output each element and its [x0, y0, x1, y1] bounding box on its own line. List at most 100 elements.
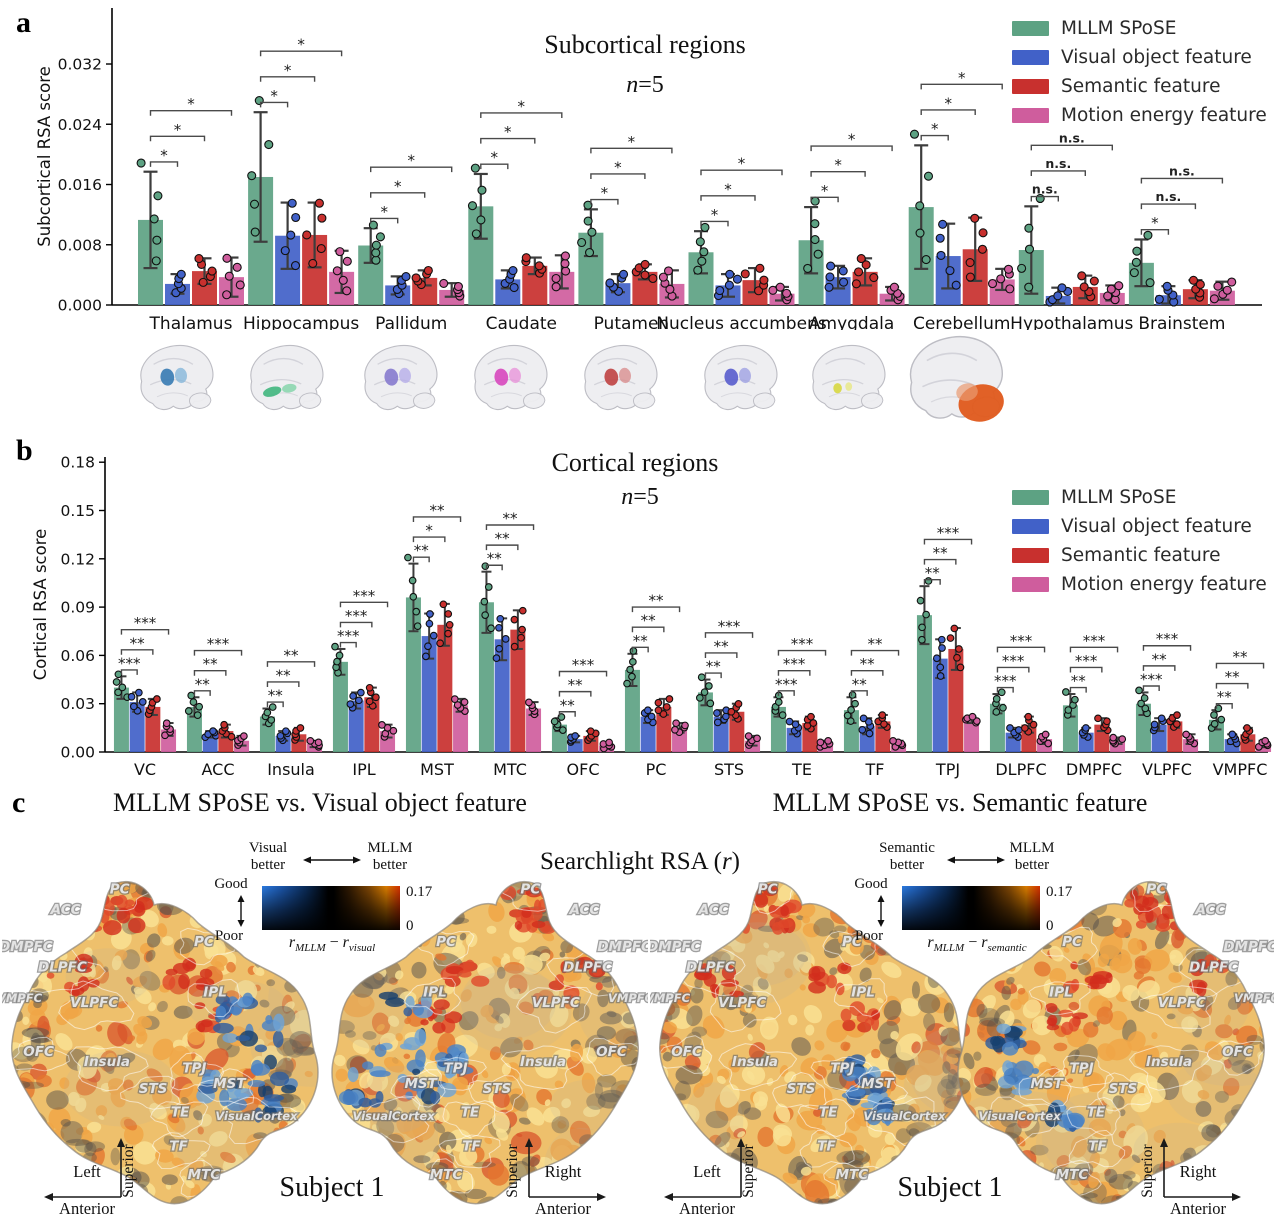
data-point [484, 583, 493, 591]
region-label-vmpfc: VMPFC [650, 991, 691, 1005]
data-point [854, 267, 864, 277]
region-label-mtc: MTC [1056, 1167, 1089, 1183]
highlighted-region [263, 386, 282, 397]
data-point [518, 625, 526, 634]
data-point [571, 732, 580, 740]
y-tick-label: 0.016 [58, 176, 102, 194]
data-point [647, 712, 656, 721]
region-label-dmpfc: DMPFC [1223, 939, 1274, 955]
orientation-axes-left: Superior Left Anterior [44, 1138, 137, 1218]
data-point [371, 255, 381, 265]
region-outline [772, 1071, 827, 1110]
bar [729, 711, 745, 752]
data-point [978, 228, 988, 238]
significance-bracket [1140, 203, 1197, 210]
data-point [1041, 730, 1050, 739]
data-point [501, 635, 510, 643]
region-outline [810, 1056, 874, 1092]
colorbar-gradient [902, 886, 1040, 930]
significance-bracket [590, 147, 673, 154]
legend-swatch-motion [1012, 107, 1049, 123]
region-outline [390, 1069, 446, 1108]
significance-bracket [1142, 645, 1192, 651]
significance-bracket [1030, 170, 1086, 176]
data-point [935, 233, 945, 243]
data-point [1003, 264, 1014, 274]
highlighted-region [724, 368, 739, 386]
x-category-label: Cerebellum [913, 314, 1010, 330]
x-category-label: Hippocampus [243, 314, 359, 330]
x-category-label: VLPFC [1142, 760, 1192, 779]
significance-label: *** [1002, 652, 1025, 670]
data-point [286, 230, 296, 240]
data-point [411, 273, 421, 283]
data-point [378, 721, 386, 729]
data-point [450, 695, 459, 703]
significance-bracket [777, 690, 795, 696]
significance-bracket [1140, 228, 1170, 235]
data-point [659, 710, 668, 718]
data-point [700, 222, 710, 232]
significance-bracket [480, 112, 563, 118]
legend-label: Semantic feature [1061, 544, 1221, 566]
colorbar-formula: rMLLM − rsemantic [927, 934, 1027, 955]
significance-label: ** [268, 687, 284, 705]
x-category-label: IPL [352, 760, 375, 779]
region-label-ofc: OFC [671, 1044, 702, 1060]
data-point [654, 698, 663, 707]
bar [332, 661, 348, 752]
bar [932, 658, 948, 752]
region-label-tf: TF [1088, 1138, 1107, 1154]
significance-label: *** [1010, 632, 1033, 650]
data-point [713, 709, 721, 717]
data-point [412, 607, 421, 616]
data-point [354, 696, 363, 705]
significance-label: * [425, 522, 433, 540]
data-point [859, 714, 868, 723]
region-label-sts: STS [483, 1081, 512, 1097]
colorbar-visual: Visual better MLLM better Good Poor 0.17 0… [195, 840, 445, 958]
data-point [1029, 720, 1038, 729]
region-label-mtc: MTC [188, 1167, 221, 1183]
x-category-label: Caudate [486, 314, 557, 330]
significance-bracket [485, 564, 503, 571]
data-point [495, 644, 504, 653]
data-point [444, 610, 453, 618]
data-point [308, 258, 318, 269]
data-point [444, 629, 452, 638]
data-point [856, 254, 866, 264]
data-point [424, 642, 432, 651]
data-point [477, 185, 487, 195]
data-point [342, 286, 352, 296]
significance-label: * [628, 133, 636, 151]
data-point [342, 256, 352, 266]
legend-swatch-visual [1012, 518, 1049, 534]
axis-label-superior: Superior [1139, 1143, 1156, 1197]
significance-bracket [412, 556, 430, 563]
highlighted-region [833, 383, 842, 394]
region-outline [516, 986, 593, 1034]
legend-item: MLLM SPoSE [1012, 487, 1267, 508]
data-point [129, 702, 138, 711]
data-point [605, 738, 613, 747]
data-point [264, 140, 274, 150]
data-point [1114, 281, 1124, 291]
region-label-vmpfc: VMPFC [2, 991, 43, 1005]
region-label-pc: PC [520, 882, 540, 898]
region-label-tf: TF [817, 1138, 836, 1154]
region-label-visualcortex: VisualCortex [863, 1109, 946, 1123]
data-point [276, 731, 285, 740]
significance-bracket [485, 524, 535, 530]
significance-label: * [270, 87, 278, 105]
data-point [480, 597, 489, 606]
bar-group-DMPFC: DMPFC******** [1062, 632, 1127, 779]
legend-item: Motion energy feature [1012, 105, 1267, 126]
significance-label: * [848, 131, 856, 149]
flatmap-visual-left-hemisphere: PC ACC DMPFC DLPFC PC VMPFC VLPFC IPL OFC Insula T… [2, 880, 319, 1205]
data-point [1024, 244, 1035, 254]
data-point [759, 275, 769, 285]
legend-swatch-visual [1012, 49, 1049, 65]
data-point [138, 698, 147, 706]
data-point [918, 623, 926, 632]
y-tick-label: 0.000 [58, 297, 102, 315]
